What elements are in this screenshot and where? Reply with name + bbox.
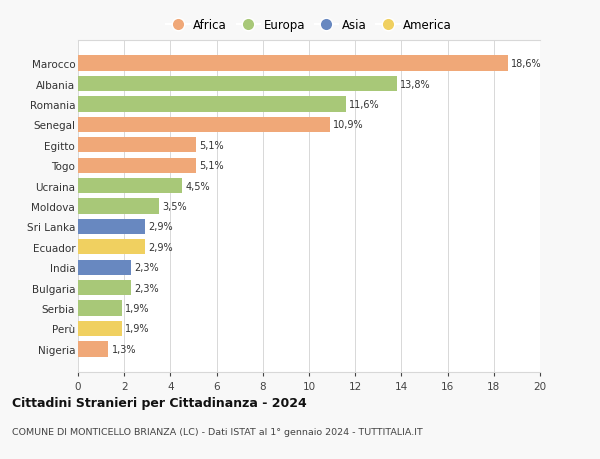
Bar	[78, 179, 182, 194]
Bar	[78, 240, 145, 255]
Bar	[78, 97, 346, 112]
Text: 11,6%: 11,6%	[349, 100, 380, 110]
Bar	[78, 199, 159, 214]
Text: 2,3%: 2,3%	[134, 263, 159, 273]
Text: COMUNE DI MONTICELLO BRIANZA (LC) - Dati ISTAT al 1° gennaio 2024 - TUTTITALIA.I: COMUNE DI MONTICELLO BRIANZA (LC) - Dati…	[12, 427, 423, 436]
Text: 3,5%: 3,5%	[163, 202, 187, 212]
Text: 1,9%: 1,9%	[125, 324, 150, 334]
Bar	[78, 158, 196, 174]
Text: 4,5%: 4,5%	[185, 181, 210, 191]
Legend: Africa, Europa, Asia, America: Africa, Europa, Asia, America	[161, 14, 457, 37]
Bar	[78, 77, 397, 92]
Bar	[78, 219, 145, 235]
Text: 13,8%: 13,8%	[400, 79, 431, 90]
Bar	[78, 138, 196, 153]
Bar	[78, 56, 508, 72]
Text: 2,3%: 2,3%	[134, 283, 159, 293]
Text: 2,9%: 2,9%	[148, 242, 173, 252]
Text: 2,9%: 2,9%	[148, 222, 173, 232]
Text: 5,1%: 5,1%	[199, 161, 224, 171]
Text: 10,9%: 10,9%	[333, 120, 364, 130]
Text: 5,1%: 5,1%	[199, 140, 224, 151]
Text: 1,3%: 1,3%	[112, 344, 136, 354]
Text: Cittadini Stranieri per Cittadinanza - 2024: Cittadini Stranieri per Cittadinanza - 2…	[12, 396, 307, 409]
Bar	[78, 280, 131, 296]
Bar	[78, 260, 131, 275]
Bar	[78, 341, 108, 357]
Bar	[78, 301, 122, 316]
Text: 1,9%: 1,9%	[125, 303, 150, 313]
Bar	[78, 321, 122, 336]
Bar	[78, 118, 330, 133]
Text: 18,6%: 18,6%	[511, 59, 542, 69]
